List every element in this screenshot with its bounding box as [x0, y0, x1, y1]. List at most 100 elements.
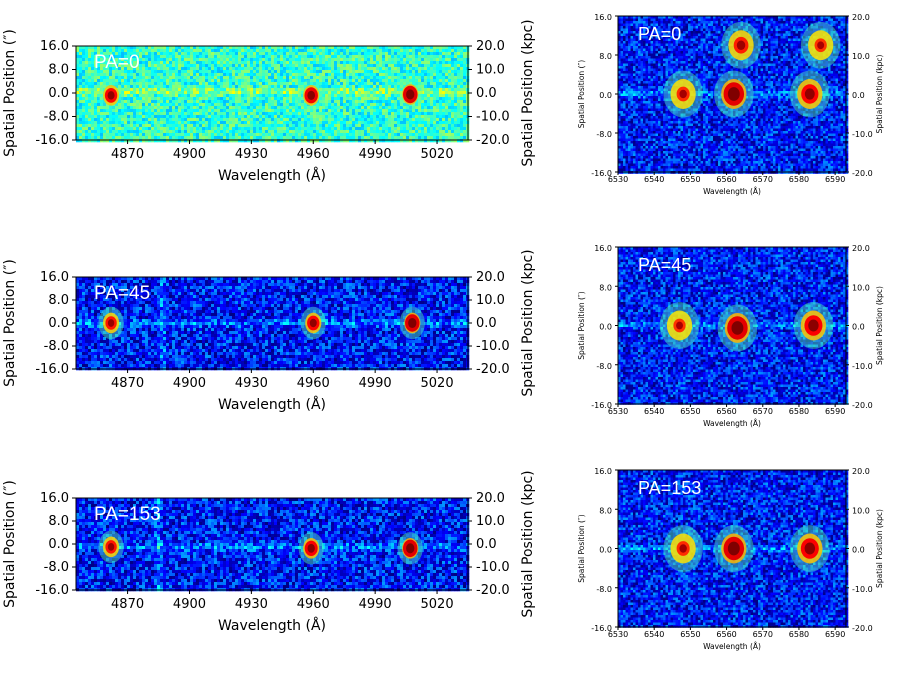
noise-cell	[349, 115, 353, 119]
noise-cell	[196, 61, 200, 65]
noise-cell	[199, 139, 203, 143]
noise-cell	[397, 118, 401, 122]
noise-cell	[151, 49, 155, 53]
noise-cell	[808, 16, 811, 19]
noise-cell	[91, 133, 95, 137]
noise-cell	[238, 73, 242, 77]
noise-cell	[376, 67, 380, 71]
noise-cell	[379, 124, 383, 128]
noise-cell	[127, 100, 131, 104]
noise-cell	[295, 49, 299, 53]
noise-cell	[421, 115, 425, 119]
noise-cell	[403, 85, 407, 89]
noise-cell	[79, 106, 83, 110]
noise-cell	[427, 64, 431, 68]
noise-cell	[328, 49, 332, 53]
noise-cell	[175, 46, 179, 50]
noise-cell	[753, 18, 756, 22]
noise-cell	[433, 133, 437, 137]
noise-cell	[100, 49, 104, 53]
noise-cell	[76, 73, 80, 77]
noise-cell	[157, 88, 161, 92]
noise-cell	[226, 121, 230, 125]
noise-cell	[94, 49, 98, 53]
noise-cell	[376, 115, 380, 119]
noise-cell	[85, 79, 89, 83]
noise-cell	[765, 18, 769, 22]
noise-cell	[433, 49, 437, 53]
noise-cell	[316, 100, 320, 104]
noise-cell	[127, 139, 131, 143]
noise-cell	[226, 130, 230, 134]
noise-cell	[358, 91, 362, 95]
noise-cell	[658, 33, 661, 37]
noise-cell	[760, 33, 764, 37]
noise-cell	[130, 61, 134, 65]
noise-cell	[292, 61, 296, 65]
noise-cell	[124, 130, 128, 134]
noise-cell	[295, 130, 299, 134]
noise-cell	[705, 28, 709, 32]
noise-cell	[274, 121, 278, 125]
noise-cell	[355, 58, 359, 62]
noise-cell	[442, 127, 446, 131]
noise-cell	[172, 82, 176, 86]
noise-cell	[367, 76, 371, 80]
noise-cell	[133, 115, 137, 119]
noise-cell	[683, 33, 686, 37]
noise-cell	[301, 82, 305, 86]
noise-cell	[331, 76, 335, 80]
noise-cell	[630, 16, 634, 19]
noise-cell	[253, 115, 257, 119]
noise-cell	[136, 133, 140, 137]
noise-cell	[358, 76, 362, 80]
noise-cell	[685, 21, 689, 24]
noise-cell	[202, 130, 206, 134]
noise-cell	[451, 91, 455, 95]
noise-cell	[154, 91, 158, 95]
noise-cell	[343, 91, 347, 95]
noise-cell	[229, 103, 233, 107]
noise-cell	[130, 49, 134, 53]
noise-cell	[256, 121, 260, 125]
noise-cell	[88, 64, 92, 68]
noise-cell	[175, 97, 179, 101]
noise-cell	[265, 124, 269, 128]
noise-cell	[367, 79, 371, 83]
noise-cell	[352, 88, 356, 92]
noise-cell	[352, 85, 356, 89]
noise-cell	[388, 103, 392, 107]
noise-cell	[292, 76, 296, 80]
noise-cell	[127, 67, 131, 71]
noise-cell	[82, 76, 86, 80]
noise-cell	[833, 23, 836, 27]
noise-cell	[713, 18, 716, 22]
noise-cell	[436, 91, 440, 95]
noise-cell	[253, 79, 257, 83]
noise-cell	[316, 103, 320, 107]
noise-cell	[424, 103, 428, 107]
noise-cell	[82, 109, 86, 113]
noise-cell	[154, 94, 158, 98]
noise-cell	[620, 23, 624, 27]
noise-cell	[106, 76, 110, 80]
noise-cell	[199, 55, 203, 59]
noise-cell	[358, 103, 362, 107]
noise-cell	[650, 18, 654, 22]
noise-cell	[88, 109, 92, 113]
noise-cell	[412, 64, 416, 68]
noise-cell	[838, 28, 841, 32]
noise-cell	[271, 52, 275, 56]
noise-cell	[94, 91, 98, 95]
noise-cell	[280, 133, 284, 137]
noise-cell	[154, 115, 158, 119]
noise-cell	[124, 127, 128, 131]
noise-cell	[316, 115, 320, 119]
noise-cell	[331, 115, 335, 119]
noise-cell	[325, 55, 329, 59]
noise-cell	[130, 64, 134, 68]
noise-cell	[845, 21, 849, 24]
noise-cell	[448, 136, 452, 140]
noise-cell	[295, 52, 299, 56]
noise-cell	[187, 106, 191, 110]
